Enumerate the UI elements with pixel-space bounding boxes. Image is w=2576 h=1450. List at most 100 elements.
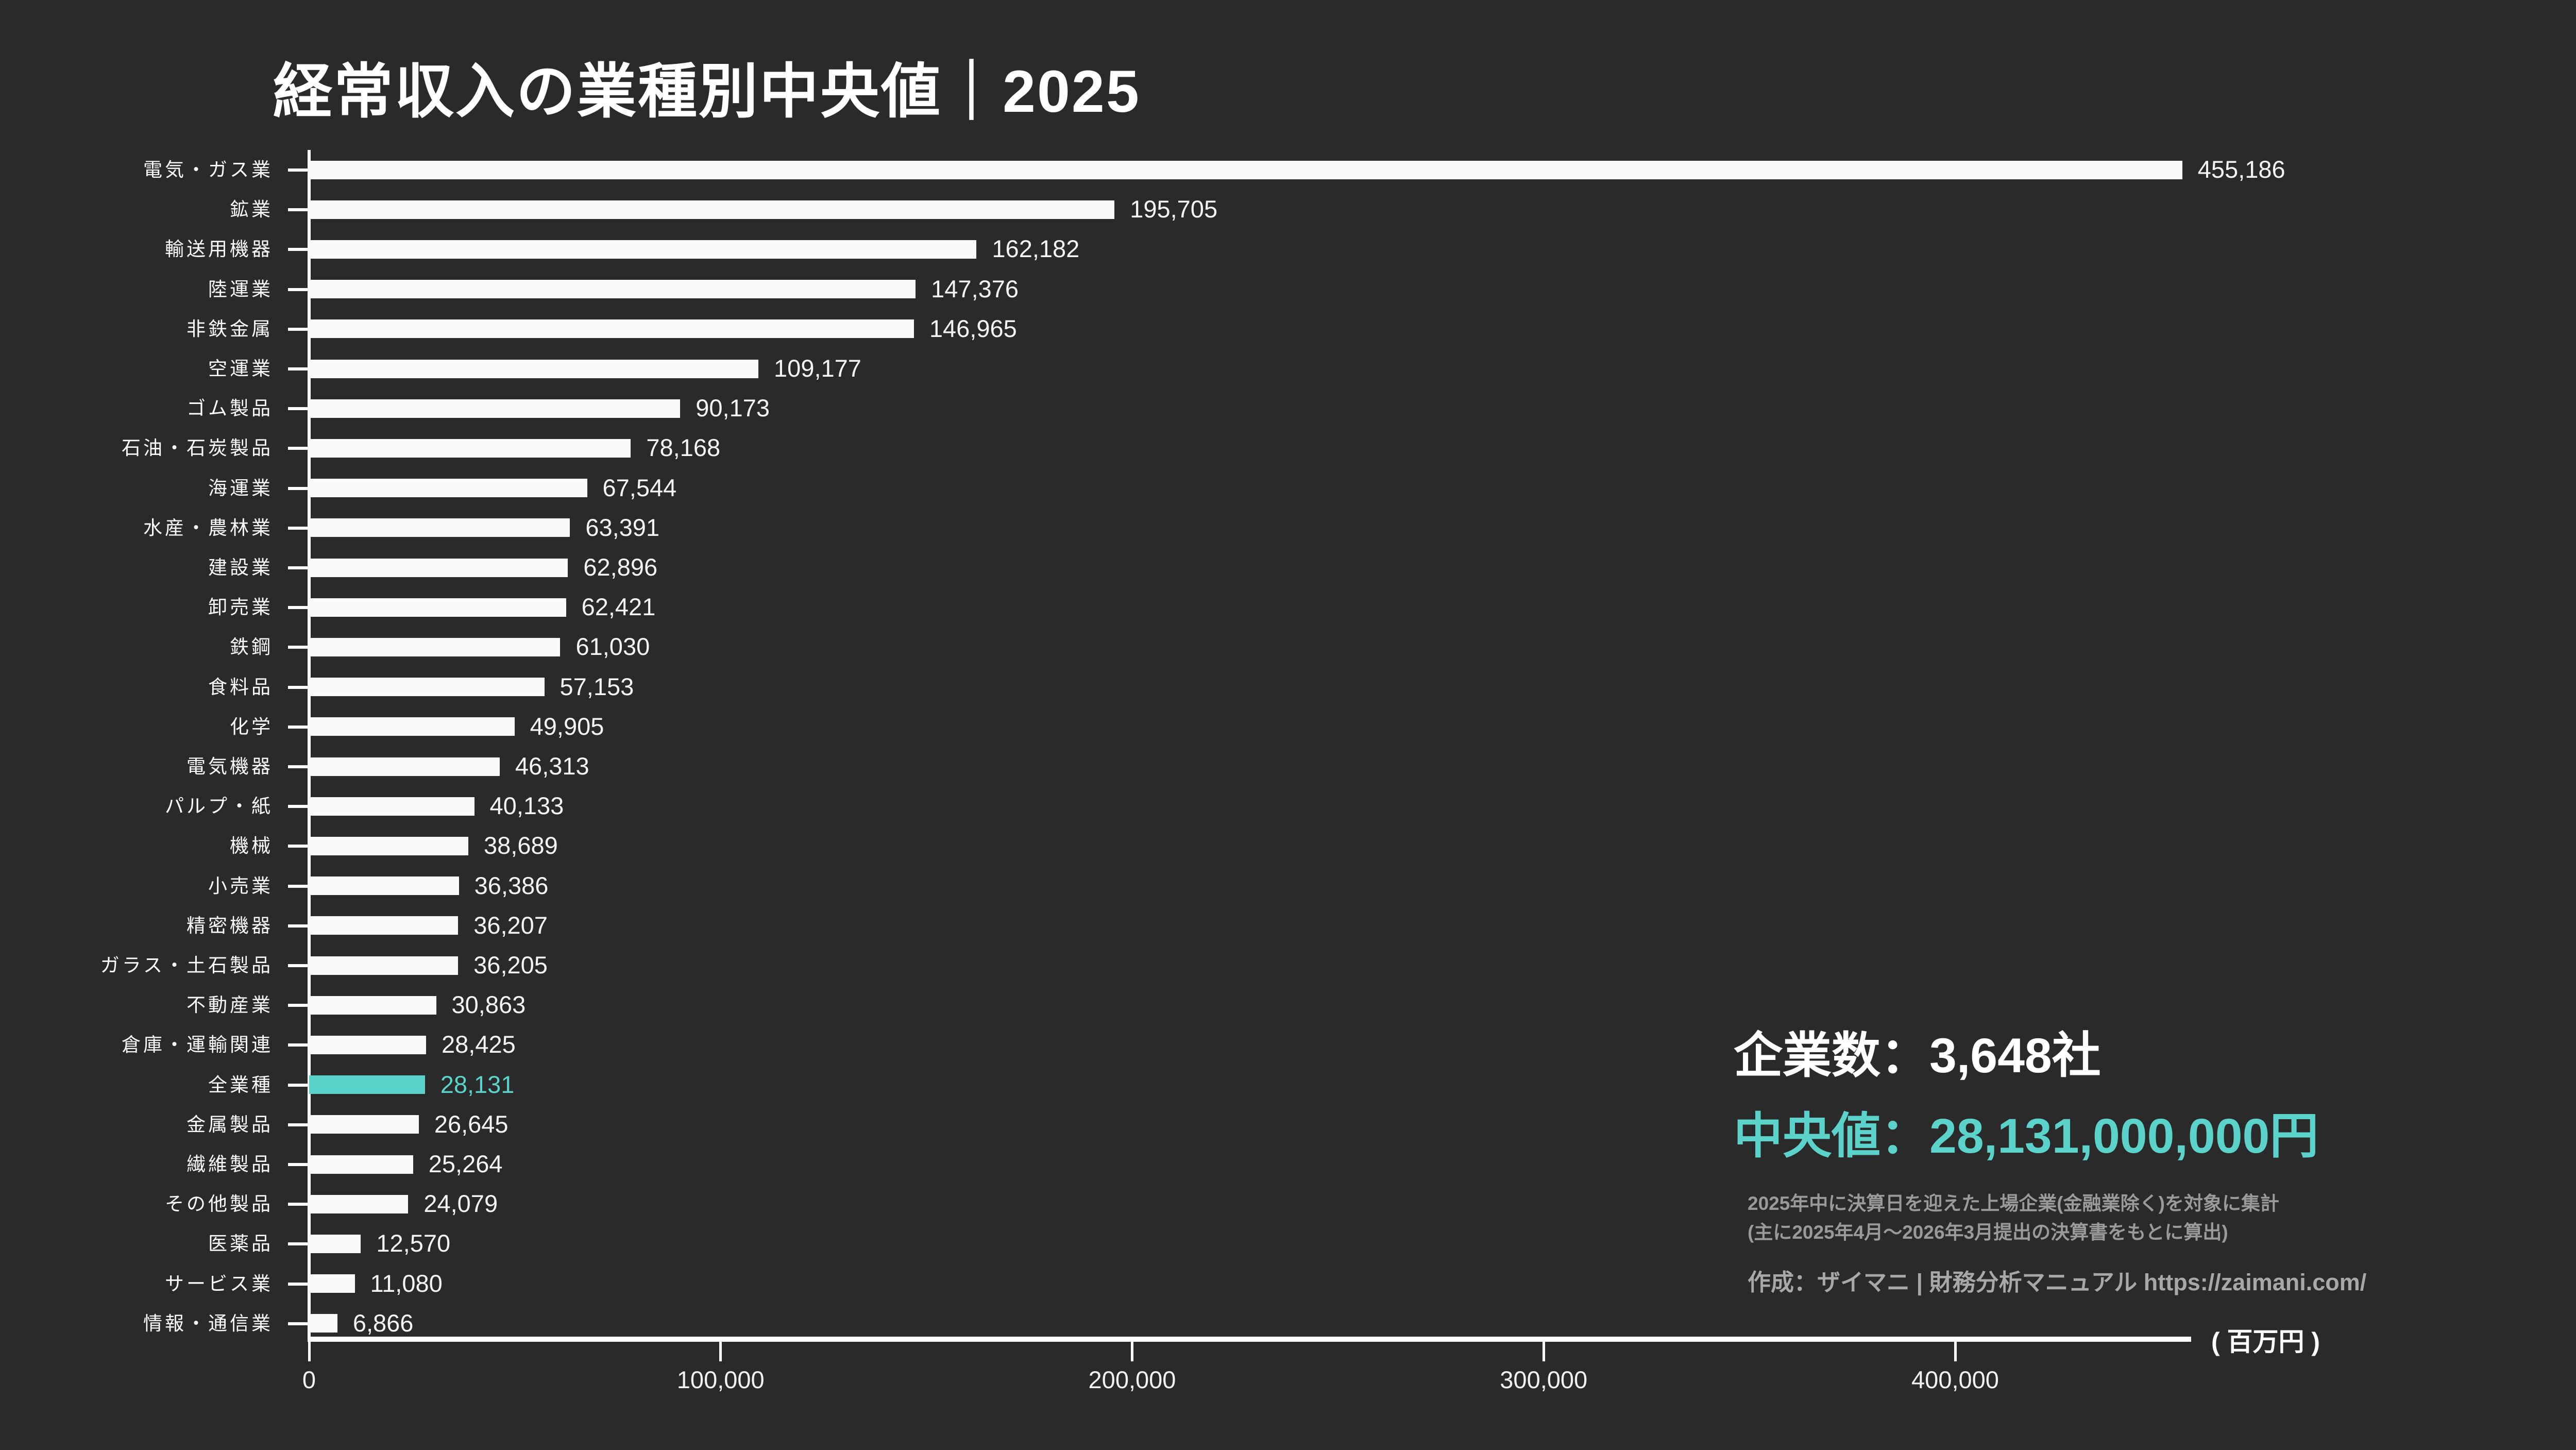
- value-label: 28,425: [442, 1031, 516, 1058]
- category-label: パルプ・紙: [165, 796, 273, 817]
- category-label: 水産・農林業: [143, 517, 273, 538]
- category-tick: [288, 1282, 308, 1286]
- category-label: 空運業: [208, 358, 273, 379]
- category-tick: [288, 407, 308, 411]
- bar-row: 空運業 109,177: [0, 349, 2576, 389]
- chart-title: 経常収入の業種別中央値｜2025: [273, 59, 1141, 125]
- bar: [309, 359, 759, 378]
- category-label: ガラス・土石製品: [100, 955, 273, 976]
- bar: [309, 518, 570, 537]
- bar: [309, 1115, 419, 1134]
- x-axis-tick: [1542, 1342, 1545, 1361]
- value-label: 78,168: [646, 434, 721, 462]
- bar-row: 輸送用機器 162,182: [0, 229, 2576, 269]
- category-label: 食料品: [208, 676, 273, 698]
- category-tick: [288, 924, 308, 928]
- value-label: 49,905: [530, 712, 604, 740]
- value-label: 162,182: [992, 235, 1080, 263]
- category-tick: [288, 327, 308, 331]
- category-tick: [288, 1242, 308, 1246]
- category-label: 金属製品: [187, 1114, 273, 1135]
- bar: [309, 558, 568, 577]
- methodology-notes: 2025年中に決算日を迎えた上場企業(金融業除く)を対象に集計 (主に2025年…: [1748, 1189, 2279, 1247]
- value-label: 26,645: [434, 1110, 509, 1138]
- bar-row: 食料品 57,153: [0, 667, 2576, 707]
- bar-row: ゴム製品 90,173: [0, 389, 2576, 428]
- note-line-1: 2025年中に決算日を迎えた上場企業(金融業除く)を対象に集計: [1748, 1193, 2279, 1214]
- value-label: 36,386: [474, 871, 549, 899]
- value-label: 57,153: [560, 672, 634, 700]
- category-tick: [288, 765, 308, 768]
- category-tick: [288, 526, 308, 530]
- x-axis-tick-label: 100,000: [676, 1366, 765, 1393]
- bar: [309, 956, 459, 975]
- category-tick: [288, 884, 308, 888]
- value-label: 62,421: [581, 593, 656, 621]
- category-tick: [288, 1163, 308, 1166]
- category-tick: [288, 367, 308, 370]
- bar-row: 建設業 62,896: [0, 548, 2576, 587]
- bar-row: 機械 38,689: [0, 826, 2576, 866]
- category-label: 医薬品: [208, 1233, 273, 1255]
- bar-row: その他製品 24,079: [0, 1184, 2576, 1224]
- category-tick: [288, 208, 308, 212]
- y-axis-spine: [308, 150, 311, 1341]
- bar-row: 金属製品 26,645: [0, 1105, 2576, 1144]
- category-tick: [288, 606, 308, 610]
- category-label: 石油・石炭製品: [122, 437, 273, 459]
- bar: [309, 717, 515, 736]
- category-tick: [288, 725, 308, 729]
- bar: [309, 160, 2182, 179]
- bar: [309, 1314, 337, 1333]
- category-label: 倉庫・運輸関連: [122, 1034, 273, 1056]
- value-label: 11,080: [370, 1269, 443, 1297]
- bar-row: 卸売業 62,421: [0, 587, 2576, 627]
- x-axis-tick: [1131, 1342, 1133, 1361]
- category-label: 非鉄金属: [187, 318, 273, 340]
- value-label: 12,570: [376, 1229, 451, 1257]
- bar: [309, 1194, 409, 1213]
- category-tick: [288, 447, 308, 450]
- bar-row: 小売業 36,386: [0, 866, 2576, 906]
- category-tick: [288, 1123, 308, 1126]
- x-axis-tick-label: 400,000: [1911, 1366, 1999, 1393]
- category-label: 全業種: [208, 1074, 273, 1095]
- category-label: 機械: [230, 835, 273, 857]
- bar: [309, 637, 561, 656]
- category-label: 精密機器: [187, 915, 273, 936]
- category-label: 不動産業: [187, 994, 273, 1016]
- value-label: 36,205: [473, 951, 548, 979]
- value-label: 63,391: [585, 513, 660, 541]
- category-label: その他製品: [165, 1193, 273, 1215]
- bar-highlighted: [309, 1075, 425, 1094]
- bar: [309, 598, 566, 617]
- bar-row: 繊維製品 25,264: [0, 1144, 2576, 1184]
- bar-row: 化学 49,905: [0, 707, 2576, 747]
- bar: [309, 1234, 361, 1253]
- x-axis-tick: [308, 1342, 311, 1361]
- category-tick: [288, 1322, 308, 1325]
- credit-line: 作成：ザイマニ | 財務分析マニュアル https://zaimani.com/: [1748, 1269, 2367, 1295]
- value-label: 147,376: [931, 275, 1019, 302]
- bar-row: 精密機器 36,207: [0, 906, 2576, 946]
- bar: [309, 1035, 427, 1054]
- bar-row: 倉庫・運輸関連 28,425: [0, 1025, 2576, 1065]
- value-label: 61,030: [575, 633, 650, 661]
- category-label: 卸売業: [208, 597, 273, 618]
- category-label: ゴム製品: [187, 398, 273, 419]
- category-tick: [288, 964, 308, 967]
- x-axis-unit-label: ( 百万円 ): [2211, 1327, 2320, 1356]
- category-label: 鉄鋼: [230, 636, 273, 658]
- category-label: 陸運業: [208, 278, 273, 300]
- bar: [309, 1155, 413, 1174]
- bar: [309, 797, 474, 816]
- bar-row: ガラス・土石製品 36,205: [0, 946, 2576, 985]
- category-tick: [288, 566, 308, 569]
- value-label: 25,264: [428, 1150, 503, 1177]
- note-line-2: (主に2025年4月〜2026年3月提出の決算書をもとに算出): [1748, 1222, 2228, 1243]
- category-label: 建設業: [208, 557, 273, 578]
- bar: [309, 240, 977, 259]
- category-tick: [288, 1043, 308, 1047]
- bar-row: パルプ・紙 40,133: [0, 786, 2576, 826]
